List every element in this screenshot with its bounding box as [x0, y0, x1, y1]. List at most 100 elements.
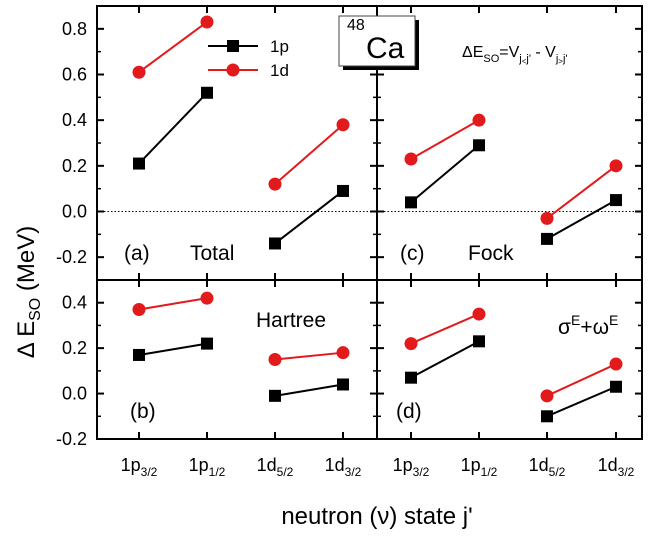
series-line-d-1p-1 [546, 385, 617, 418]
y-tick-label-a-2: 0.2 [62, 156, 87, 176]
point-c-1p-2 [541, 232, 553, 245]
y-tick-label-b-3: 0.4 [62, 293, 87, 313]
x-tick-label-0-0: 1p3/2 [121, 455, 158, 479]
point-c-1p-1 [473, 139, 485, 152]
point-d-1d-1 [472, 307, 486, 321]
x-tick-label-0-1: 1p1/2 [189, 455, 226, 479]
point-d-1p-0 [405, 371, 417, 384]
x-tick-label-1-3: 1d3/2 [598, 455, 635, 479]
y-axis-title-main: Δ E [13, 321, 40, 358]
x-tick-label-1-1: 1p1/2 [461, 455, 498, 479]
panel-label-d: (d) [396, 400, 422, 423]
legend-label-1d: 1d [270, 61, 289, 80]
point-d-1d-2 [540, 389, 554, 403]
formula-sub3c: j' [562, 53, 568, 65]
point-a-1d-3 [336, 118, 350, 132]
formula-dash: - V [531, 44, 556, 61]
series-line-b-1d-1 [274, 351, 344, 361]
point-b-1d-0 [132, 303, 146, 317]
point-c-1d-1 [472, 113, 486, 127]
y-axis-title-unit: (MeV) [13, 226, 40, 298]
point-d-1p-2 [541, 410, 553, 423]
y-tick-label-a-1: 0.0 [62, 202, 87, 222]
point-a-1p-1 [201, 86, 213, 99]
panel-title-d: σE+ωE [558, 312, 618, 339]
point-c-1p-0 [405, 196, 417, 209]
point-b-1p-0 [133, 348, 145, 361]
y-tick-label-a-4: 0.6 [62, 65, 87, 85]
formula-lead: ΔE [462, 44, 483, 61]
series-line-d-1d-1 [546, 363, 617, 397]
point-c-1d-3 [609, 159, 623, 173]
panel-label-a: (a) [124, 242, 150, 265]
series-line-c-1p-1 [546, 199, 617, 240]
y-axis-title: Δ ESO (MeV) [13, 226, 44, 359]
series-line-d-1d-0 [410, 313, 480, 345]
series-line-d-1p-0 [410, 340, 480, 379]
point-d-1d-3 [609, 357, 623, 371]
point-b-1p-1 [201, 337, 213, 350]
series-line-a-1p-1 [274, 190, 344, 245]
formula: ΔESO=Vj<j' - Vj>j' [462, 44, 568, 66]
y-tick-label-a-3: 0.4 [62, 110, 87, 130]
legend: 1p 1d [208, 37, 289, 80]
nucleus-label: 48 Ca [338, 15, 419, 70]
point-a-1d-2 [268, 177, 282, 191]
legend-marker-1d [226, 63, 240, 77]
point-b-1d-3 [336, 346, 350, 360]
panels-layer: -0.2 0.0 0.2 0.4 0.6 0.8 (a) Total (c) Fock -0.2 0.… [56, 5, 643, 479]
formula-sub3: j [555, 53, 558, 65]
nucleus-mass: 48 [347, 17, 365, 34]
series-line-b-1p-1 [274, 383, 344, 397]
point-a-1p-2 [269, 237, 281, 250]
x-tick-label-1-0: 1p3/2 [393, 455, 430, 479]
series-line-c-1p-0 [410, 144, 480, 204]
x-tick-label-0-2: 1d5/2 [257, 455, 294, 479]
point-b-1p-2 [269, 389, 281, 402]
point-b-1p-3 [337, 378, 349, 391]
formula-mid: =V [499, 44, 519, 61]
point-b-1d-1 [200, 291, 214, 305]
point-c-1d-0 [404, 152, 418, 166]
series-line-a-1d-0 [138, 21, 208, 74]
panel-title-a: Total [190, 242, 234, 265]
y-tick-label-b-0: -0.2 [56, 429, 87, 449]
panel-label-c: (c) [400, 242, 425, 265]
point-c-1d-2 [540, 211, 554, 225]
legend-label-1p: 1p [270, 37, 289, 56]
point-c-1p-3 [610, 194, 622, 207]
point-d-1p-1 [473, 335, 485, 348]
x-tick-label-1-2: 1d5/2 [529, 455, 566, 479]
x-tick-label-0-3: 1d3/2 [325, 455, 362, 479]
series-line-b-1d-0 [138, 297, 208, 311]
series-line-c-1d-0 [410, 119, 480, 160]
legend-marker-1p [227, 40, 239, 52]
panel-b: -0.2 0.0 0.2 0.4 (b) Hartree [56, 279, 378, 449]
point-a-1d-1 [200, 15, 214, 29]
panel-d: (d) σE+ωE [376, 279, 643, 440]
y-tick-label-a-0: -0.2 [56, 247, 87, 267]
formula-sub2b: < [522, 57, 527, 66]
nucleus-element: Ca [366, 32, 405, 65]
y-tick-label-a-5: 0.8 [62, 19, 87, 39]
x-axis-title: neutron (ν) state j' [281, 503, 472, 530]
formula-sub1: SO [483, 53, 499, 65]
y-tick-label-b-2: 0.2 [62, 338, 87, 358]
series-line-a-1d-1 [274, 123, 344, 185]
point-d-1d-0 [404, 337, 418, 351]
series-line-b-1p-0 [138, 342, 208, 356]
series-line-a-1p-0 [138, 92, 208, 165]
panel-a: -0.2 0.0 0.2 0.4 0.6 0.8 (a) Total [56, 5, 378, 281]
formula-sub3b: > [558, 57, 563, 66]
y-tick-label-b-1: 0.0 [62, 384, 87, 404]
panel-c: (c) Fock [376, 5, 643, 281]
formula-sub2: j [518, 53, 521, 65]
formula-sub2c: j' [525, 53, 531, 65]
point-a-1p-0 [133, 157, 145, 170]
panel-frame-d [376, 279, 643, 440]
point-a-1p-3 [337, 184, 349, 197]
point-a-1d-0 [132, 65, 146, 79]
point-d-1p-3 [610, 380, 622, 393]
series-line-c-1d-1 [546, 165, 617, 220]
